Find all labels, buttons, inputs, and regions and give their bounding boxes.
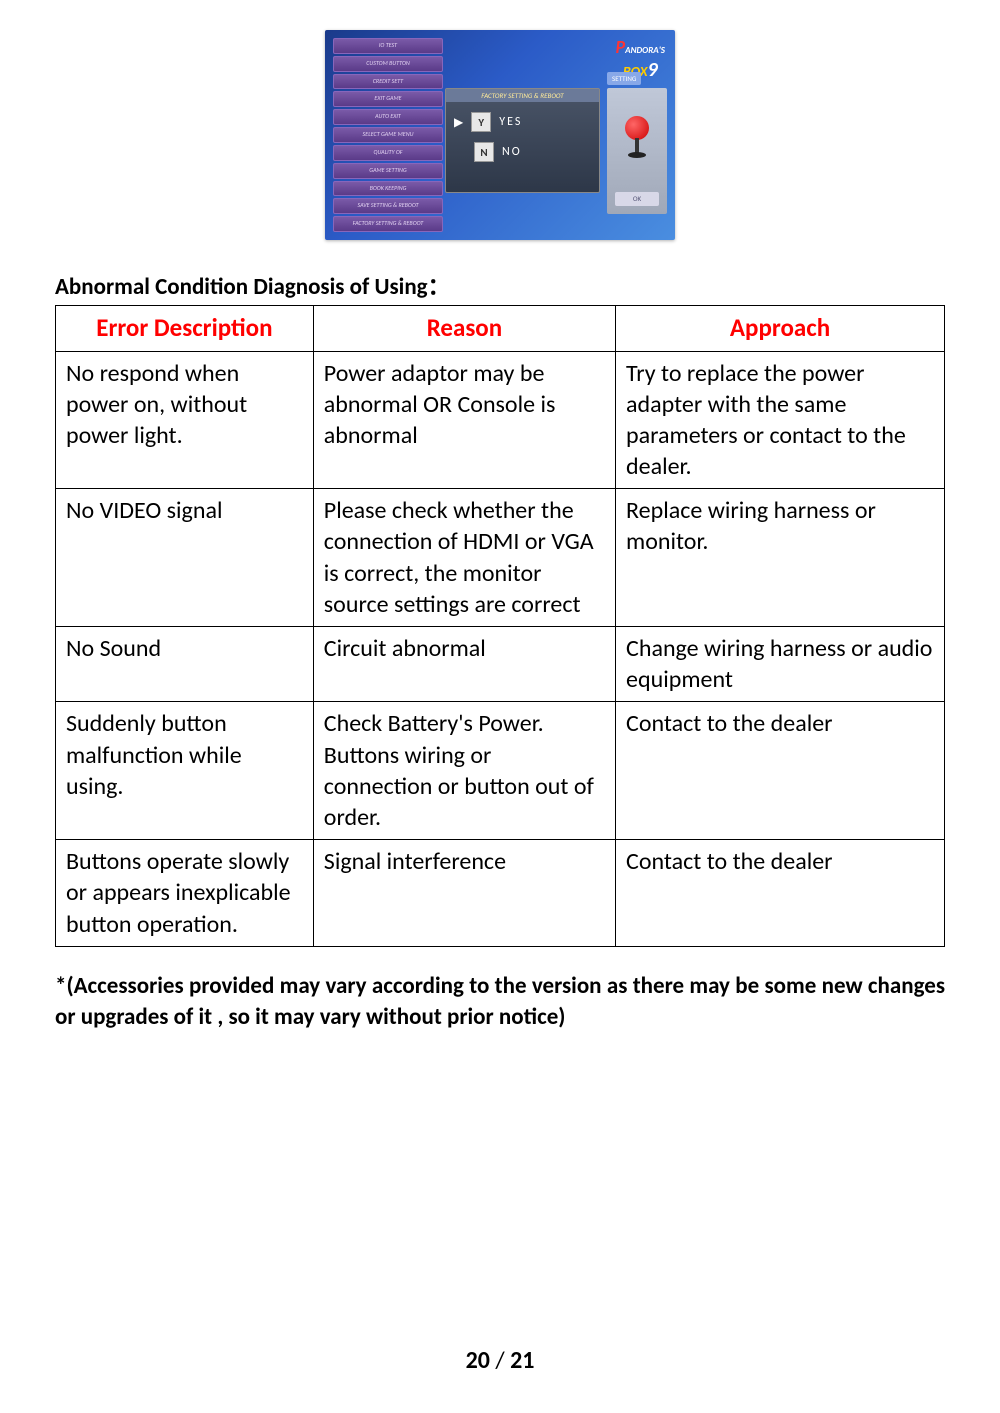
setting-tab: SETTING: [607, 72, 641, 85]
page-current: 20: [466, 1346, 490, 1375]
screenshot-container: IO TEST CUSTOM BUTTON CREDIT SETTEXIT GAME…: [55, 30, 945, 245]
screenshot-menu-item: SAVE SETTING & REBOOT: [333, 198, 443, 214]
footnote-text: *(Accessories provided may vary accordin…: [55, 971, 945, 1033]
yes-label: YES: [499, 115, 522, 129]
ok-button-graphic: OK: [615, 192, 659, 206]
cell-reason: Signal interference: [313, 840, 615, 947]
screenshot-menu-item: CUSTOM BUTTON: [333, 56, 443, 72]
cell-reason: Power adaptor may be abnormal OR Console…: [313, 351, 615, 489]
page-separator: /: [495, 1346, 510, 1375]
table-row: No VIDEO signalPlease check whether the …: [56, 489, 945, 627]
play-icon: ▶: [454, 115, 463, 130]
confirm-dialog: FACTORY SETTING & REBOOT ▶ Y YES N NO: [445, 88, 600, 193]
diagnosis-table: Error Description Reason Approach No res…: [55, 305, 945, 947]
screenshot-menu-item: FACTORY SETTING & REBOOT: [333, 216, 443, 232]
table-header-row: Error Description Reason Approach: [56, 306, 945, 352]
cell-approach: Contact to the dealer: [616, 840, 945, 947]
no-label: NO: [502, 145, 522, 159]
yes-key-box: Y: [471, 112, 491, 132]
screenshot-menu-item: BOOK KEEPING: [333, 181, 443, 197]
screenshot-menu-item: GAME SETTING: [333, 163, 443, 179]
page-number: 20 / 21: [0, 1346, 1000, 1375]
cell-error: No respond when power on, without power …: [56, 351, 314, 489]
cell-error: No Sound: [56, 627, 314, 702]
table-row: Suddenly button malfunction while using.…: [56, 702, 945, 840]
page-total: 21: [510, 1346, 534, 1375]
joystick-icon: [625, 116, 649, 158]
cell-approach: Try to replace the power adapter with th…: [616, 351, 945, 489]
no-key-box: N: [474, 142, 494, 162]
settings-screenshot: IO TEST CUSTOM BUTTON CREDIT SETTEXIT GAME…: [325, 30, 675, 240]
joystick-panel: SETTING OK: [607, 88, 667, 214]
cell-reason: Circuit abnormal: [313, 627, 615, 702]
screenshot-menu-item: SELECT GAME MENU: [333, 127, 443, 143]
screenshot-menu-item: QUALITY OF: [333, 145, 443, 161]
header-reason: Reason: [313, 306, 615, 352]
screenshot-menu-list: IO TEST CUSTOM BUTTON CREDIT SETTEXIT GAME…: [333, 38, 443, 232]
screenshot-menu-item: EXIT GAME: [333, 91, 443, 107]
table-row: No SoundCircuit abnormalChange wiring ha…: [56, 627, 945, 702]
section-heading: Abnormal Condition Diagnosis of Using：: [55, 267, 945, 301]
cell-approach: Replace wiring harness or monitor.: [616, 489, 945, 627]
screenshot-menu-item: IO TEST: [333, 38, 443, 54]
cell-error: Suddenly button malfunction while using.: [56, 702, 314, 840]
screenshot-menu-item: CREDIT SETT: [333, 74, 443, 90]
header-error: Error Description: [56, 306, 314, 352]
screenshot-menu-item: AUTO EXIT: [333, 109, 443, 125]
cell-error: No VIDEO signal: [56, 489, 314, 627]
cell-error: Buttons operate slowly or appears inexpl…: [56, 840, 314, 947]
header-approach: Approach: [616, 306, 945, 352]
dialog-title: FACTORY SETTING & REBOOT: [446, 89, 599, 102]
cell-reason: Check Battery's Power. Buttons wiring or…: [313, 702, 615, 840]
cell-approach: Contact to the dealer: [616, 702, 945, 840]
cell-approach: Change wiring harness or audio equipment: [616, 627, 945, 702]
table-row: No respond when power on, without power …: [56, 351, 945, 489]
table-row: Buttons operate slowly or appears inexpl…: [56, 840, 945, 947]
cell-reason: Please check whether the connection of H…: [313, 489, 615, 627]
